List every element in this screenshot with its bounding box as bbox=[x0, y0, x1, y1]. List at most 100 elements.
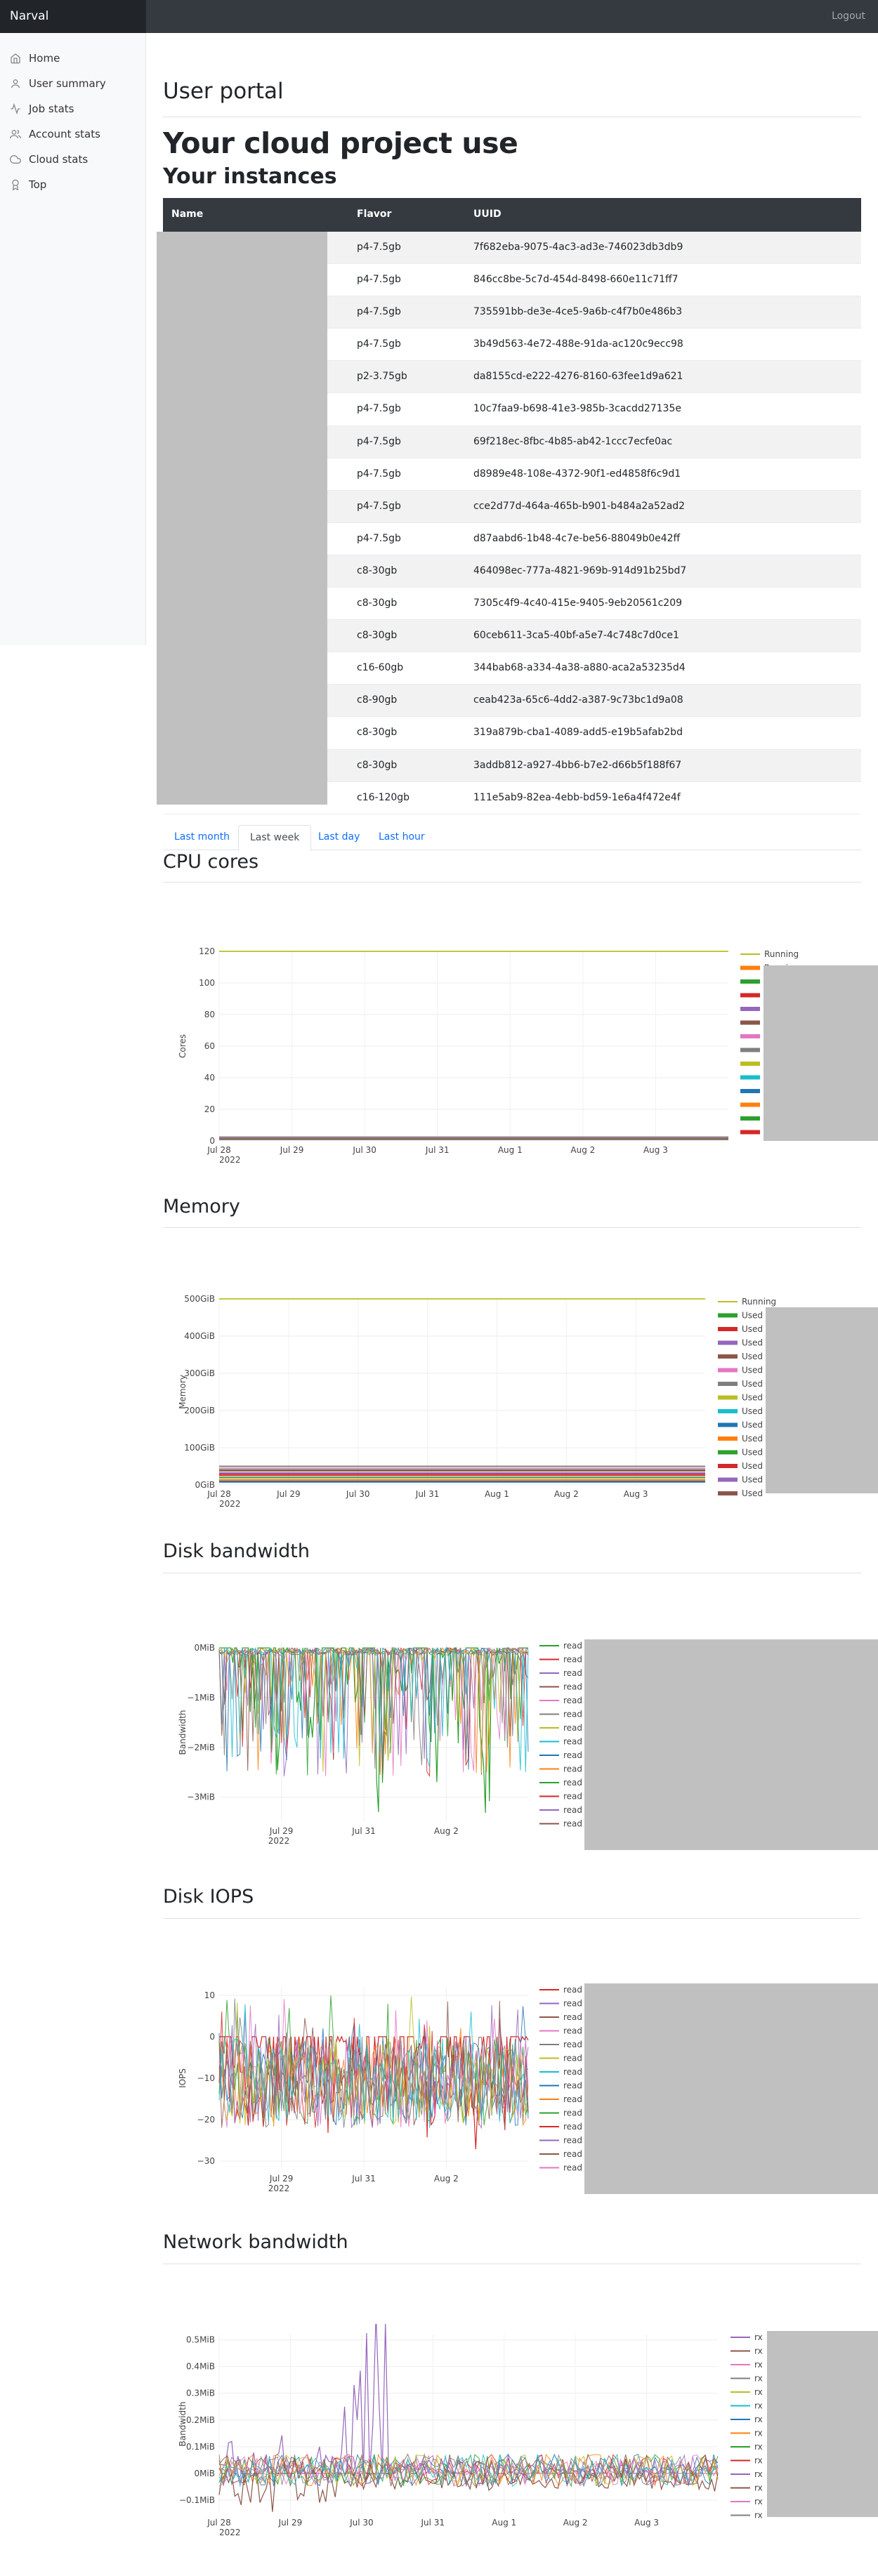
legend-label: Used bbox=[742, 1475, 763, 1485]
x-tick-label: Jul 29 bbox=[269, 2174, 294, 2184]
redacted-area bbox=[584, 1639, 878, 1850]
x-year-label: 2022 bbox=[219, 1499, 241, 1509]
instance-uuid-cell: 10c7faa9-b698-41e3-985b-3cacdd27135e bbox=[473, 403, 681, 415]
tab-last-day[interactable]: Last day bbox=[318, 831, 360, 843]
instance-uuid-cell: cce2d77d-464a-465b-b901-b484a2a52ad2 bbox=[473, 500, 686, 512]
legend-label: Used bbox=[742, 1448, 763, 1458]
tab-last-week[interactable]: Last week bbox=[238, 825, 312, 851]
legend-label: Used bbox=[742, 1393, 763, 1403]
y-tick-label: 80 bbox=[204, 1010, 215, 1019]
series-line bbox=[218, 2453, 719, 2487]
chart-svg: 0 20 40 60 80 100 120 Jul 28 Jul 29 Jul 30 Jul 31 A… bbox=[178, 946, 878, 1165]
column-header-name: Name bbox=[171, 209, 204, 220]
legend-label: Used bbox=[742, 1366, 763, 1375]
network-bandwidth-chart[interactable]: −0.1MiB 0MiB 0.1MiB 0.2MiB 0.3MiB 0.4MiB 0.5Mi… bbox=[163, 2313, 878, 2552]
x-tick-label: Aug 1 bbox=[498, 1145, 523, 1155]
x-tick-label: Jul 29 bbox=[280, 1145, 304, 1155]
legend-label: Used bbox=[742, 1461, 763, 1471]
x-tick-label: Jul 28 bbox=[207, 1489, 231, 1499]
y-tick-label: 0MiB bbox=[194, 1643, 215, 1653]
instance-uuid-cell: 846cc8be-5c7d-454d-8498-660e11c71ff7 bbox=[473, 274, 679, 286]
y-axis-title: Cores bbox=[178, 1034, 188, 1058]
legend-label: read bbox=[563, 2067, 582, 2077]
x-tick-label: Jul 29 bbox=[278, 2518, 303, 2528]
section-title-network-bandwidth: Network bandwidth bbox=[163, 2231, 348, 2253]
users-icon bbox=[10, 128, 25, 140]
cpu-cores-chart[interactable]: 0 20 40 60 80 100 120 Jul 28 Jul 29 Jul 30 Jul 31 A… bbox=[163, 941, 878, 1180]
instance-flavor-cell: c8-30gb bbox=[357, 564, 398, 576]
legend-label: read bbox=[563, 1655, 582, 1665]
table-row: p4-7.5gb 3b49d563-4e72-488e-91da-ac120c9e… bbox=[163, 329, 861, 362]
section-title-disk-bandwidth: Disk bandwidth bbox=[163, 1540, 310, 1562]
legend-label: Running bbox=[764, 949, 799, 959]
sidebar-item-account-stats[interactable]: Account stats bbox=[10, 126, 100, 143]
legend-label: rx bbox=[754, 2511, 763, 2521]
sidebar-item-job-stats[interactable]: Job stats bbox=[10, 100, 74, 117]
series-line bbox=[218, 2453, 719, 2488]
legend-label: rx bbox=[754, 2456, 763, 2466]
x-tick-label: Aug 3 bbox=[634, 2518, 659, 2528]
legend-label: Running bbox=[742, 1297, 776, 1307]
legend-label: rx bbox=[754, 2442, 763, 2452]
disk-bandwidth-chart[interactable]: 0MiB −1MiB −2MiB −3MiB Jul 29 Jul 31 Aug 2 2022… bbox=[163, 1632, 878, 1861]
user-icon bbox=[10, 77, 25, 90]
instance-flavor-cell: p4-7.5gb bbox=[357, 306, 401, 318]
memory-chart[interactable]: 0GiB 100GiB 200GiB 300GiB 400GiB 500GiB Jul 28… bbox=[163, 1288, 878, 1513]
instance-uuid-cell: 464098ec-777a-4821-969b-914d91b25bd7 bbox=[473, 564, 687, 576]
instance-flavor-cell: p2-3.75gb bbox=[357, 371, 407, 383]
legend-label: read bbox=[563, 1696, 582, 1705]
sidebar-item-home[interactable]: Home bbox=[10, 50, 60, 67]
series-line bbox=[218, 2313, 719, 2475]
instance-flavor-cell: p4-7.5gb bbox=[357, 500, 401, 512]
sidebar-item-label: Job stats bbox=[29, 103, 74, 115]
legend-label: Used bbox=[742, 1352, 763, 1361]
legend-label: rx bbox=[754, 2483, 763, 2493]
legend-label: read bbox=[563, 1985, 582, 1995]
disk-iops-chart[interactable]: 10 0 −10 −20 −30 Jul 29 Jul 31 Aug 2 2022 IOPS rea… bbox=[163, 1976, 878, 2208]
x-tick-label: Aug 2 bbox=[570, 1145, 595, 1155]
series-line bbox=[218, 2453, 719, 2488]
legend-label: Used bbox=[742, 1311, 763, 1321]
y-tick-label: 500GiB bbox=[184, 1294, 215, 1304]
x-year-label: 2022 bbox=[268, 1836, 290, 1846]
redacted-area bbox=[766, 1307, 878, 1493]
sidebar-item-top[interactable]: Top bbox=[10, 176, 46, 193]
legend-label: Used bbox=[742, 1406, 763, 1416]
instance-uuid-cell: d87aabd6-1b48-4c7e-be56-88049b0e42ff bbox=[473, 532, 681, 544]
legend-label: read bbox=[563, 2122, 582, 2132]
logout-link[interactable]: Logout bbox=[832, 11, 865, 22]
series-line bbox=[218, 2453, 719, 2487]
table-header: Name Flavor UUID bbox=[163, 198, 861, 232]
legend-label: read bbox=[563, 2094, 582, 2104]
instance-flavor-cell: c8-30gb bbox=[357, 630, 398, 642]
y-tick-label: −0.1MiB bbox=[179, 2495, 215, 2505]
legend-label: Used bbox=[742, 1434, 763, 1444]
table-row: p4-7.5gb d8989e48-108e-4372-90f1-ed4858f6… bbox=[163, 458, 861, 491]
y-axis-title: Bandwidth bbox=[178, 1710, 188, 1755]
y-tick-label: 200GiB bbox=[184, 1406, 215, 1415]
divider bbox=[163, 1227, 861, 1228]
instance-flavor-cell: c8-90gb bbox=[357, 694, 398, 706]
tab-last-month[interactable]: Last month bbox=[174, 831, 230, 843]
legend-label: rx bbox=[754, 2374, 763, 2384]
table-row: c16-60gb 344bab68-a334-4a38-a880-aca2a532… bbox=[163, 652, 861, 685]
series-line bbox=[218, 2454, 719, 2488]
section-title-memory: Memory bbox=[163, 1196, 240, 1217]
legend-label: Used bbox=[742, 1379, 763, 1389]
y-tick-label: 100GiB bbox=[184, 1443, 215, 1453]
series-line bbox=[218, 1647, 529, 1773]
y-axis-title: Bandwidth bbox=[178, 2402, 188, 2447]
x-year-label: 2022 bbox=[268, 2184, 290, 2193]
legend-label: rx bbox=[754, 2346, 763, 2356]
legend-label: read bbox=[563, 1723, 582, 1733]
tab-last-hour[interactable]: Last hour bbox=[379, 831, 425, 843]
chart-svg: 0MiB −1MiB −2MiB −3MiB Jul 29 Jul 31 Aug 2 2022… bbox=[178, 1639, 878, 1850]
column-header-uuid: UUID bbox=[473, 209, 502, 220]
award-icon bbox=[10, 178, 25, 191]
instance-flavor-cell: c8-30gb bbox=[357, 759, 398, 771]
sidebar-item-cloud-stats[interactable]: Cloud stats bbox=[10, 151, 88, 168]
x-tick-label: Aug 1 bbox=[485, 1489, 509, 1499]
sidebar-item-user-summary[interactable]: User summary bbox=[10, 75, 106, 92]
brand-link[interactable]: Narval bbox=[10, 9, 49, 23]
legend-label: Used bbox=[742, 1324, 763, 1334]
